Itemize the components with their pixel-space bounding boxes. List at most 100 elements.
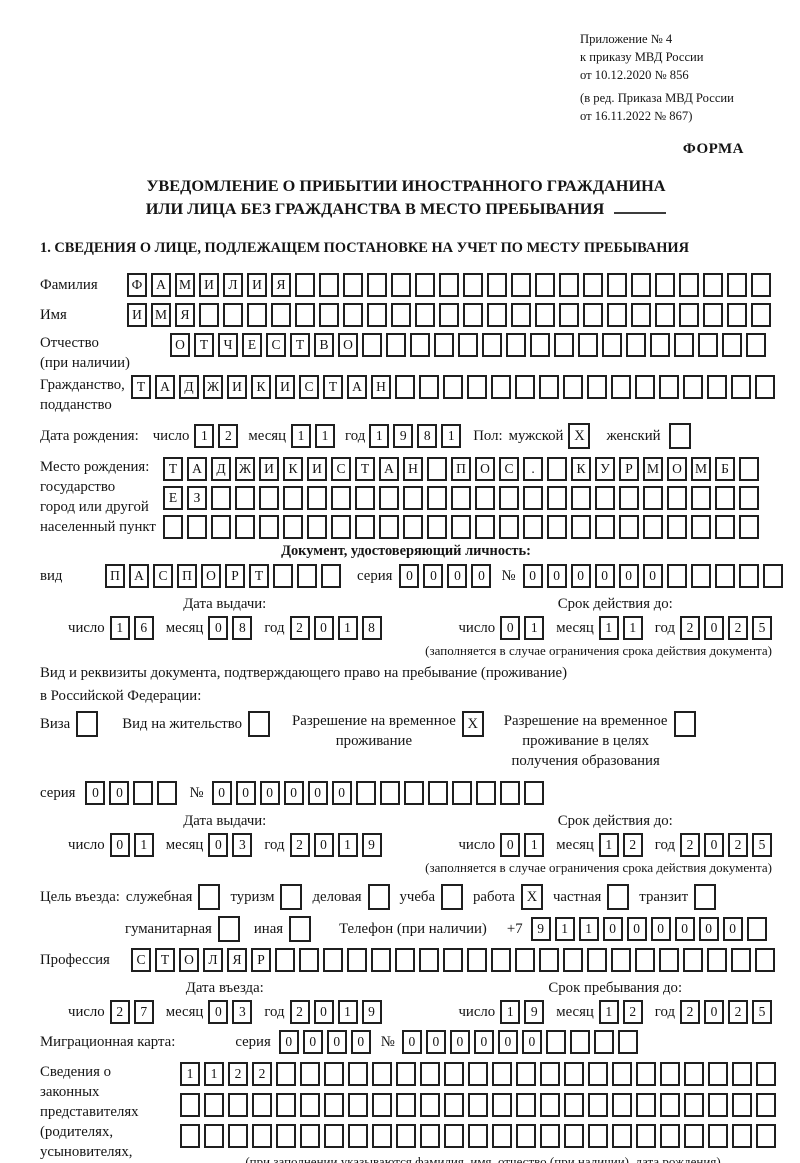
- char-cell[interactable]: [762, 564, 783, 588]
- char-cell[interactable]: 1: [133, 833, 154, 857]
- char-cell[interactable]: 2: [252, 1062, 272, 1086]
- char-cell[interactable]: [731, 375, 751, 399]
- char-cell[interactable]: [439, 303, 459, 327]
- char-cell[interactable]: [523, 515, 543, 539]
- char-cell[interactable]: [410, 333, 430, 357]
- char-cell[interactable]: [444, 1062, 464, 1086]
- char-cell[interactable]: 0: [471, 564, 492, 588]
- char-cell[interactable]: С: [331, 457, 351, 481]
- char-cell[interactable]: 1: [578, 917, 599, 941]
- char-cell[interactable]: С: [153, 564, 173, 588]
- char-cell[interactable]: [319, 303, 339, 327]
- char-cell[interactable]: [643, 515, 663, 539]
- char-cell[interactable]: 9: [361, 833, 382, 857]
- char-cell[interactable]: [157, 781, 178, 805]
- char-cell[interactable]: 0: [283, 781, 304, 805]
- char-cell[interactable]: Т: [290, 333, 310, 357]
- char-cell[interactable]: [434, 333, 454, 357]
- char-cell[interactable]: 0: [399, 564, 420, 588]
- char-cell[interactable]: [727, 303, 747, 327]
- char-cell[interactable]: Н: [371, 375, 391, 399]
- char-cell[interactable]: О: [667, 457, 687, 481]
- char-cell[interactable]: [611, 948, 631, 972]
- char-cell[interactable]: [636, 1093, 656, 1117]
- char-cell[interactable]: 0: [698, 917, 719, 941]
- char-cell[interactable]: 1: [337, 616, 358, 640]
- char-cell[interactable]: [468, 1093, 488, 1117]
- char-cell[interactable]: [746, 917, 767, 941]
- char-cell[interactable]: [506, 333, 526, 357]
- char-cell[interactable]: [275, 948, 295, 972]
- char-cell[interactable]: [307, 486, 327, 510]
- char-cell[interactable]: С: [131, 948, 151, 972]
- char-cell[interactable]: 0: [313, 833, 334, 857]
- char-cell[interactable]: [379, 515, 399, 539]
- char-cell[interactable]: 2: [218, 424, 239, 448]
- char-cell[interactable]: 0: [594, 564, 615, 588]
- char-cell[interactable]: Л: [203, 948, 223, 972]
- gender-male-checkbox[interactable]: X: [568, 423, 591, 449]
- char-cell[interactable]: [444, 1093, 464, 1117]
- char-cell[interactable]: 3: [232, 1000, 253, 1024]
- char-cell[interactable]: [516, 1124, 536, 1148]
- char-cell[interactable]: 2: [680, 833, 700, 857]
- char-cell[interactable]: 0: [497, 1030, 518, 1054]
- char-cell[interactable]: [415, 303, 435, 327]
- char-cell[interactable]: [499, 486, 519, 510]
- char-cell[interactable]: [372, 1124, 392, 1148]
- char-cell[interactable]: [587, 375, 607, 399]
- char-cell[interactable]: [273, 564, 293, 588]
- char-cell[interactable]: [276, 1062, 296, 1086]
- char-cell[interactable]: [348, 1093, 368, 1117]
- char-cell[interactable]: [475, 486, 495, 510]
- temp-residence-checkbox[interactable]: X: [461, 711, 484, 737]
- char-cell[interactable]: [367, 273, 387, 297]
- char-cell[interactable]: [211, 515, 231, 539]
- char-cell[interactable]: [235, 486, 255, 510]
- char-cell[interactable]: 0: [546, 564, 567, 588]
- char-cell[interactable]: [300, 1062, 320, 1086]
- char-cell[interactable]: С: [266, 333, 286, 357]
- char-cell[interactable]: [355, 515, 375, 539]
- char-cell[interactable]: [403, 515, 423, 539]
- char-cell[interactable]: [511, 273, 531, 297]
- char-cell[interactable]: Е: [163, 486, 183, 510]
- char-cell[interactable]: Р: [251, 948, 271, 972]
- char-cell[interactable]: Д: [179, 375, 199, 399]
- char-cell[interactable]: [516, 1093, 536, 1117]
- char-cell[interactable]: [583, 303, 603, 327]
- char-cell[interactable]: [420, 1062, 440, 1086]
- char-cell[interactable]: А: [129, 564, 149, 588]
- char-cell[interactable]: [487, 273, 507, 297]
- char-cell[interactable]: [563, 948, 583, 972]
- char-cell[interactable]: [391, 303, 411, 327]
- char-cell[interactable]: Ф: [127, 273, 147, 297]
- char-cell[interactable]: О: [170, 333, 190, 357]
- char-cell[interactable]: 0: [704, 1000, 724, 1024]
- char-cell[interactable]: [252, 1093, 272, 1117]
- char-cell[interactable]: Л: [223, 273, 243, 297]
- char-cell[interactable]: [698, 333, 718, 357]
- char-cell[interactable]: [475, 515, 495, 539]
- char-cell[interactable]: [348, 1124, 368, 1148]
- char-cell[interactable]: [679, 273, 699, 297]
- char-cell[interactable]: Е: [242, 333, 262, 357]
- char-cell[interactable]: [530, 333, 550, 357]
- char-cell[interactable]: [276, 1093, 296, 1117]
- char-cell[interactable]: Ч: [218, 333, 238, 357]
- char-cell[interactable]: 5: [752, 833, 772, 857]
- char-cell[interactable]: [235, 515, 255, 539]
- char-cell[interactable]: [451, 515, 471, 539]
- char-cell[interactable]: 7: [133, 1000, 154, 1024]
- char-cell[interactable]: [415, 273, 435, 297]
- char-cell[interactable]: [324, 1124, 344, 1148]
- char-cell[interactable]: 2: [622, 833, 643, 857]
- char-cell[interactable]: 1: [524, 833, 545, 857]
- char-cell[interactable]: [588, 1093, 608, 1117]
- char-cell[interactable]: [443, 948, 463, 972]
- char-cell[interactable]: 0: [313, 1000, 334, 1024]
- char-cell[interactable]: [372, 1062, 392, 1086]
- char-cell[interactable]: [635, 948, 655, 972]
- char-cell[interactable]: [715, 486, 735, 510]
- char-cell[interactable]: 5: [752, 1000, 772, 1024]
